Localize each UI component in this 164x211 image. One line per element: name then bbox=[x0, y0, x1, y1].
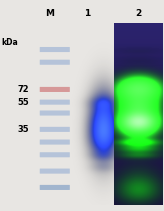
Text: 35: 35 bbox=[18, 125, 30, 134]
FancyBboxPatch shape bbox=[40, 139, 70, 145]
FancyBboxPatch shape bbox=[40, 169, 70, 174]
FancyBboxPatch shape bbox=[40, 185, 70, 190]
FancyBboxPatch shape bbox=[40, 127, 70, 132]
FancyBboxPatch shape bbox=[40, 152, 70, 157]
FancyBboxPatch shape bbox=[40, 100, 70, 105]
Text: 1: 1 bbox=[84, 9, 90, 18]
Text: 72: 72 bbox=[18, 85, 30, 94]
FancyBboxPatch shape bbox=[40, 60, 70, 65]
FancyBboxPatch shape bbox=[40, 47, 70, 52]
FancyBboxPatch shape bbox=[40, 87, 70, 92]
Text: 55: 55 bbox=[18, 98, 30, 107]
Text: 2: 2 bbox=[135, 9, 141, 18]
Text: M: M bbox=[46, 9, 55, 18]
FancyBboxPatch shape bbox=[40, 111, 70, 116]
Text: kDa: kDa bbox=[2, 38, 18, 47]
